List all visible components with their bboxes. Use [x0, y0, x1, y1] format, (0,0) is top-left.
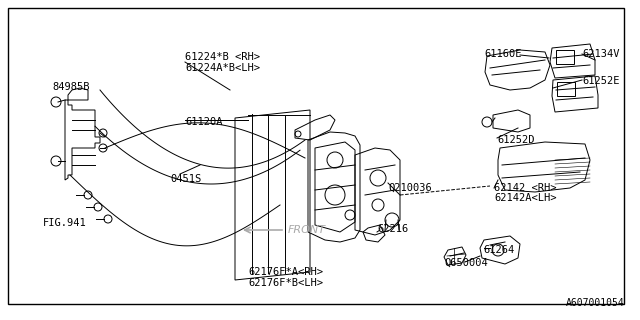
Text: 61264: 61264: [483, 245, 515, 255]
Text: 62134V: 62134V: [582, 49, 620, 59]
Text: FIG.941: FIG.941: [43, 218, 87, 228]
Text: FRONT: FRONT: [288, 225, 326, 235]
Text: Q210036: Q210036: [388, 183, 432, 193]
Text: 61160E: 61160E: [484, 49, 522, 59]
Text: A607001054: A607001054: [566, 298, 625, 308]
Text: 62216: 62216: [377, 224, 408, 234]
Bar: [557, 82, 575, 96]
Text: 84985B: 84985B: [52, 82, 90, 92]
Text: 61224*B <RH>: 61224*B <RH>: [185, 52, 260, 62]
Text: Q650004: Q650004: [444, 258, 488, 268]
Text: 61252D: 61252D: [497, 135, 534, 145]
Text: 62142 <RH>: 62142 <RH>: [494, 183, 557, 193]
Text: 61224A*B<LH>: 61224A*B<LH>: [185, 63, 260, 73]
Text: 61252E: 61252E: [582, 76, 620, 86]
Text: 62176F*A<RH>: 62176F*A<RH>: [248, 267, 323, 277]
Bar: [556, 50, 574, 64]
Text: 62176F*B<LH>: 62176F*B<LH>: [248, 278, 323, 288]
Text: 62142A<LH>: 62142A<LH>: [494, 193, 557, 203]
Text: 0451S: 0451S: [170, 174, 201, 184]
Text: 61120A: 61120A: [185, 117, 223, 127]
